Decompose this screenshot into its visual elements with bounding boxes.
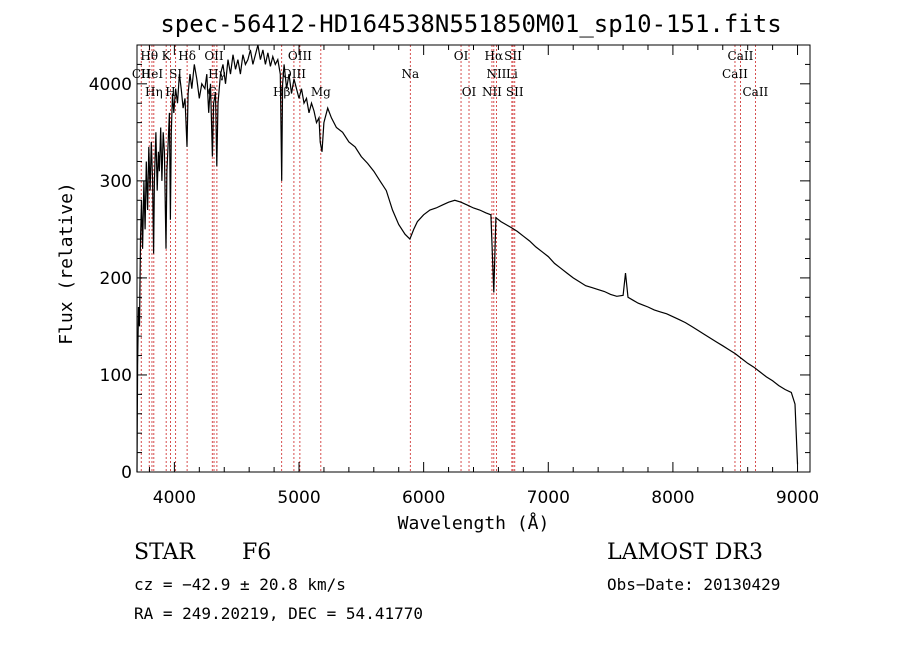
line-label: Hα: [485, 49, 504, 63]
line-label: OI: [462, 85, 477, 99]
chart-title: spec-56412-HD164538N551850M01_sp10-151.f…: [160, 10, 781, 38]
line-label: SII: [504, 49, 522, 63]
observation-date: Obs−Date: 20130429: [607, 575, 781, 594]
survey-name: LAMOST DR3: [607, 540, 763, 565]
coordinates: RA = 249.20219, DEC = 54.41770: [134, 604, 423, 623]
line-label: Hβ: [273, 85, 290, 99]
x-tick-label: 8000: [651, 488, 694, 508]
line-label: Hη: [145, 85, 163, 99]
x-tick-label: 6000: [402, 488, 445, 508]
y-tick-label: 200: [100, 269, 132, 289]
spectrum-chart: spec-56412-HD164538N551850M01_sp10-151.f…: [56, 10, 819, 534]
y-tick-label: 0: [121, 463, 132, 483]
y-tick-label: 4000: [89, 75, 132, 95]
line-label: NII: [486, 67, 506, 81]
y-axis-label: Flux (relative): [56, 182, 77, 345]
line-label: OII: [204, 49, 224, 63]
line-label: Li: [506, 67, 518, 81]
spectrum-line: [136, 44, 799, 473]
line-label: HeI: [141, 67, 164, 81]
redshift-cz: cz = −42.9 ± 20.8 km/s: [134, 575, 346, 594]
x-tick-label: 5000: [277, 488, 320, 508]
x-tick-label: 4000: [153, 488, 196, 508]
line-label: NII: [482, 85, 502, 99]
x-tick-label: 7000: [527, 488, 570, 508]
line-label: Hθ: [140, 49, 158, 63]
y-tick-label: 100: [100, 366, 132, 386]
line-label: K: [162, 49, 172, 63]
line-label: CaII: [742, 85, 768, 99]
line-label: SII: [506, 85, 524, 99]
line-label: OIII: [288, 49, 312, 63]
line-label: H: [165, 85, 175, 99]
spectral-line-markers: [140, 45, 756, 472]
line-label: G: [207, 85, 217, 99]
line-label: Na: [401, 67, 419, 81]
x-tick-label: 9000: [776, 488, 819, 508]
line-label: Hδ: [178, 49, 196, 63]
y-tick-label: 300: [100, 172, 132, 192]
axis-ticks: 4000 5000 6000 7000 8000 9000 0 100 200 300 4000: [89, 45, 819, 508]
line-label: Mg: [311, 85, 331, 99]
x-axis-label: Wavelength (Å): [398, 512, 550, 534]
object-subclass: F6: [242, 540, 272, 565]
plot-frame: [136, 44, 811, 473]
object-class: STAR: [134, 540, 195, 565]
line-label: OI: [454, 49, 469, 63]
line-label: CaII: [722, 67, 748, 81]
line-label: CaII: [728, 49, 754, 63]
